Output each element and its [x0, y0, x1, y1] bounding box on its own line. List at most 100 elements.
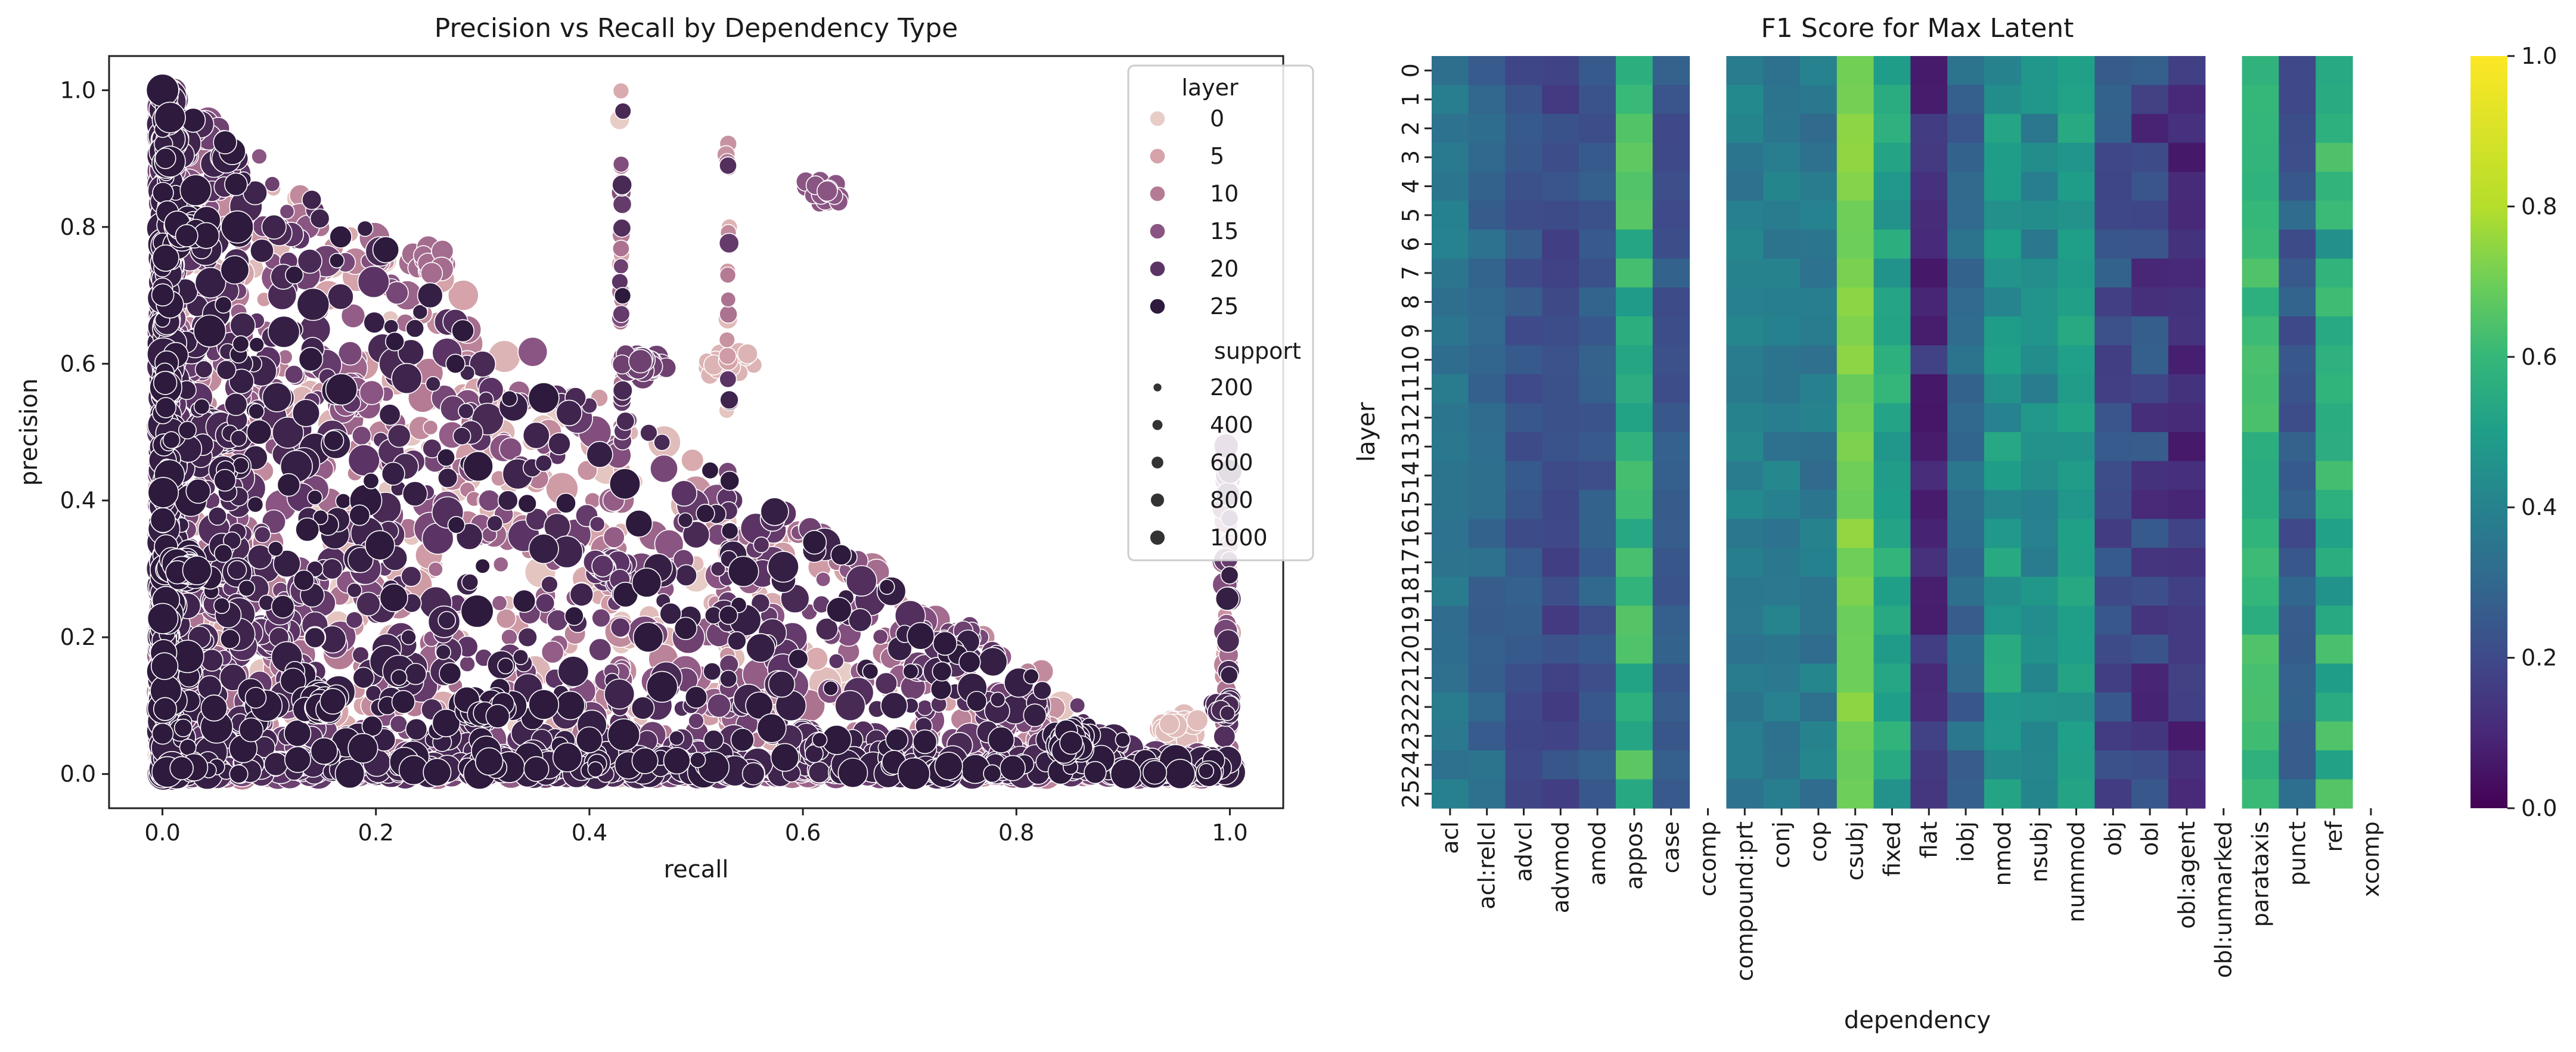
scatter-point — [178, 421, 197, 440]
scatter-point — [612, 194, 632, 215]
scatter-point — [932, 631, 958, 656]
scatter-point — [588, 638, 612, 662]
scatter-point — [151, 283, 175, 307]
scatter-point — [916, 699, 933, 716]
scatter-point — [264, 176, 281, 193]
scatter-point — [631, 567, 662, 598]
scatter-point — [279, 203, 295, 219]
scatter-point — [555, 492, 576, 514]
scatter-point — [528, 533, 559, 564]
scatter-point — [669, 730, 685, 746]
scatter-point — [1213, 725, 1236, 748]
scatter-point — [229, 764, 249, 784]
scatter-point — [517, 494, 537, 514]
scatter-point — [745, 691, 774, 720]
scatter-point — [718, 605, 738, 625]
scatter-point — [741, 762, 765, 786]
scatter-point — [356, 220, 374, 237]
scatter-point — [632, 622, 664, 653]
legend-hue-swatch — [1149, 185, 1166, 202]
scatter-point — [607, 718, 641, 752]
scatter-point — [447, 280, 479, 311]
scatter-point — [216, 359, 237, 380]
scatter-point — [468, 350, 496, 378]
scatter-point — [486, 515, 504, 532]
scatter-point — [613, 258, 629, 275]
scatter-point — [1165, 759, 1196, 790]
scatter-point — [352, 646, 370, 664]
legend-size-swatch — [1152, 382, 1163, 393]
scatter-point — [805, 647, 829, 671]
scatter-point — [614, 102, 632, 120]
scatter-point — [689, 752, 706, 768]
scatter-point — [603, 526, 625, 548]
scatter-point — [1198, 763, 1215, 779]
scatter-point — [631, 747, 659, 774]
scatter-point — [272, 417, 305, 449]
scatter-point — [552, 742, 583, 772]
scatter-point — [523, 756, 550, 782]
legend-hue-swatch — [1149, 148, 1166, 165]
scatter-point — [808, 761, 830, 784]
scatter-point — [405, 718, 428, 741]
scatter-point — [701, 461, 719, 480]
scatter-point — [512, 589, 536, 613]
scatter-point — [312, 509, 329, 526]
scatter-point — [365, 530, 395, 561]
legend-size-swatch — [1150, 492, 1165, 508]
scatter-point — [872, 628, 889, 645]
scatter-point — [153, 697, 178, 721]
scatter-points — [145, 73, 1246, 791]
scatter-point — [302, 190, 322, 210]
scatter-point — [461, 573, 479, 591]
scatter-point — [452, 427, 471, 446]
scatter-point — [907, 622, 935, 650]
heatmap-cell — [1432, 200, 1469, 230]
scatter-point — [213, 597, 230, 615]
scatter-point — [309, 208, 330, 229]
scatter-point — [983, 764, 1002, 783]
scatter-point — [359, 380, 384, 405]
scatter-point — [213, 468, 237, 492]
scatter-point — [495, 608, 517, 629]
scatter-point — [381, 461, 405, 486]
scatter-point — [862, 663, 879, 680]
scatter-point — [247, 544, 273, 570]
scatter-point — [1023, 668, 1039, 685]
scatter-point — [340, 303, 366, 328]
scatter-point — [688, 712, 704, 730]
scatter-point — [474, 747, 504, 776]
scatter-point — [362, 472, 380, 489]
scatter-point — [310, 737, 338, 765]
scatter-point — [491, 595, 508, 612]
scatter-point — [277, 473, 301, 497]
scatter-point — [932, 661, 952, 682]
scatter-point — [345, 611, 364, 629]
scatter-point — [347, 733, 378, 764]
scatter-point — [460, 594, 494, 628]
scatter-point — [902, 663, 919, 680]
scatter-point — [401, 566, 422, 587]
scatter-point — [1159, 713, 1180, 735]
scatter-point — [325, 373, 358, 406]
scatter-point — [220, 629, 240, 650]
scatter-point — [221, 210, 255, 244]
scatter-point — [978, 647, 1008, 677]
legend-hue-label: 20 — [1210, 256, 1239, 282]
scatter-point — [285, 265, 304, 285]
scatter-point — [830, 544, 852, 566]
scatter-point — [150, 507, 176, 533]
scatter-point — [750, 593, 771, 613]
scatter-point — [815, 617, 839, 641]
legend-size-swatch — [1152, 419, 1163, 431]
scatter-point — [175, 224, 198, 247]
heatmap-cell — [1432, 172, 1469, 201]
scatter-point — [659, 602, 682, 625]
scatter-point — [423, 420, 439, 436]
scatter-point — [356, 591, 381, 617]
scatter-point — [437, 467, 458, 488]
scatter-x-label: recall — [664, 856, 729, 883]
scatter-point — [612, 354, 632, 375]
scatter-point — [720, 291, 737, 308]
scatter-point — [616, 411, 635, 431]
